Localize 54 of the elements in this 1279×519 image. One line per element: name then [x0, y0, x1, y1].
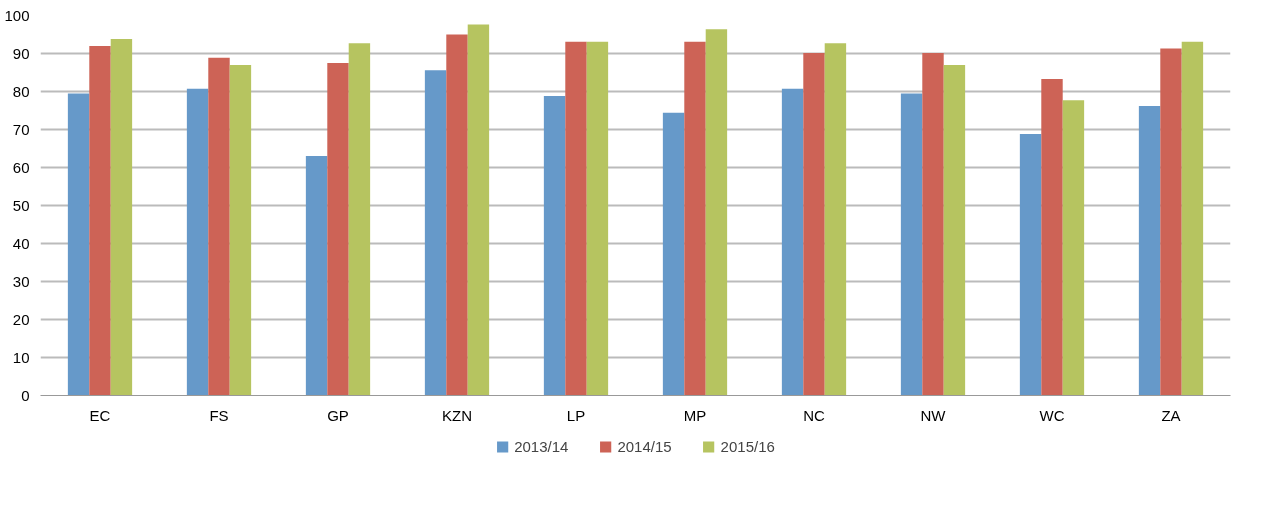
y-tick-label: 70	[12, 120, 30, 138]
bar	[446, 34, 468, 396]
bar	[467, 24, 490, 396]
x-tick-label: LP	[566, 406, 586, 424]
y-tick-label: 80	[12, 82, 30, 100]
bar	[424, 70, 447, 396]
bar	[1062, 100, 1085, 396]
bar	[67, 93, 90, 396]
bar	[1181, 41, 1204, 396]
y-tick-label: 30	[12, 272, 30, 290]
x-tick-label: ZA	[1161, 406, 1181, 424]
bar	[922, 53, 944, 396]
x-tick-label: MP	[683, 406, 707, 424]
bar	[1041, 78, 1063, 396]
bar	[565, 41, 587, 396]
bar	[229, 64, 252, 396]
legend-label: 2015/16	[720, 437, 775, 455]
bar	[705, 29, 728, 396]
bar	[348, 43, 371, 396]
x-tick-label: WC	[1039, 406, 1065, 424]
x-tick-label: FS	[209, 406, 229, 424]
bar	[586, 41, 609, 396]
y-tick-label: 60	[12, 158, 30, 176]
bar	[208, 57, 230, 396]
bar	[900, 93, 923, 396]
legend-label: 2014/15	[617, 437, 672, 455]
bar	[1019, 134, 1042, 396]
bar	[803, 53, 825, 396]
legend-label: 2013/14	[514, 437, 569, 455]
bar	[327, 63, 349, 396]
x-tick-label: KZN	[442, 406, 472, 424]
bar	[1160, 48, 1182, 396]
bar	[1138, 105, 1161, 396]
x-tick-label: NC	[803, 406, 825, 424]
y-tick-label: 90	[12, 44, 30, 62]
y-tick-label: 0	[21, 386, 30, 404]
y-tick-label: 20	[12, 310, 30, 328]
y-tick-label: 100	[4, 6, 30, 24]
y-tick-label: 50	[12, 196, 30, 214]
bar	[186, 88, 209, 396]
bar	[684, 41, 706, 396]
y-tick-label: 40	[12, 234, 30, 252]
bar	[943, 64, 966, 396]
bar	[824, 43, 847, 396]
bar	[89, 45, 111, 396]
bar	[305, 156, 328, 396]
bar	[543, 96, 566, 396]
bar	[662, 112, 685, 396]
y-tick-label: 10	[12, 348, 30, 366]
x-tick-label: EC	[89, 406, 111, 424]
x-tick-label: GP	[327, 406, 349, 424]
bar	[110, 39, 133, 396]
x-tick-label: NW	[920, 406, 947, 424]
bar	[781, 88, 804, 396]
